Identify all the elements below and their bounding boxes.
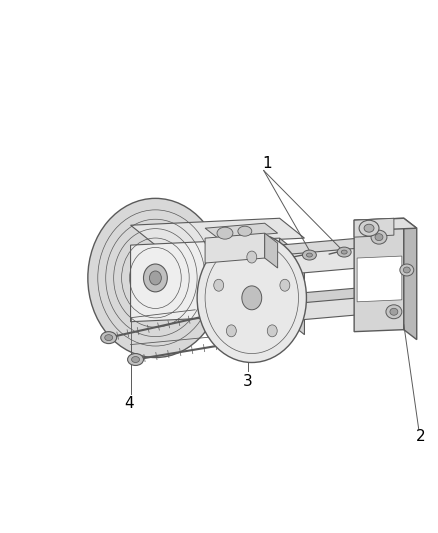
Polygon shape	[354, 218, 394, 237]
Polygon shape	[205, 233, 265, 263]
Ellipse shape	[403, 267, 410, 273]
Polygon shape	[205, 223, 278, 238]
Ellipse shape	[359, 220, 379, 236]
Ellipse shape	[280, 279, 290, 291]
Ellipse shape	[400, 264, 414, 276]
Ellipse shape	[214, 279, 224, 291]
Text: 1: 1	[262, 156, 272, 171]
Ellipse shape	[337, 247, 351, 257]
Ellipse shape	[88, 198, 223, 358]
Polygon shape	[354, 218, 404, 332]
Polygon shape	[279, 238, 369, 255]
Ellipse shape	[101, 332, 117, 344]
Polygon shape	[279, 248, 359, 275]
Ellipse shape	[131, 357, 140, 362]
Ellipse shape	[390, 308, 398, 315]
Ellipse shape	[149, 271, 161, 285]
Ellipse shape	[217, 227, 233, 239]
Ellipse shape	[386, 305, 402, 319]
Ellipse shape	[144, 264, 167, 292]
Polygon shape	[131, 238, 279, 322]
Ellipse shape	[238, 226, 252, 236]
Ellipse shape	[303, 250, 316, 260]
Ellipse shape	[247, 251, 257, 263]
Ellipse shape	[341, 250, 347, 254]
Ellipse shape	[127, 353, 144, 366]
Polygon shape	[357, 256, 402, 302]
Ellipse shape	[371, 230, 387, 244]
Polygon shape	[354, 218, 417, 230]
Text: 2: 2	[416, 429, 426, 443]
Polygon shape	[279, 298, 359, 322]
Ellipse shape	[242, 286, 262, 310]
Ellipse shape	[105, 335, 113, 341]
Ellipse shape	[197, 233, 307, 362]
Ellipse shape	[307, 253, 312, 257]
Text: 3: 3	[243, 374, 253, 389]
Polygon shape	[265, 233, 278, 268]
Ellipse shape	[375, 233, 383, 240]
Polygon shape	[279, 238, 304, 335]
Polygon shape	[279, 288, 369, 305]
Polygon shape	[131, 218, 304, 245]
Ellipse shape	[226, 325, 237, 337]
Ellipse shape	[364, 224, 374, 232]
Ellipse shape	[267, 325, 277, 337]
Text: 4: 4	[124, 396, 134, 411]
Polygon shape	[404, 218, 417, 340]
